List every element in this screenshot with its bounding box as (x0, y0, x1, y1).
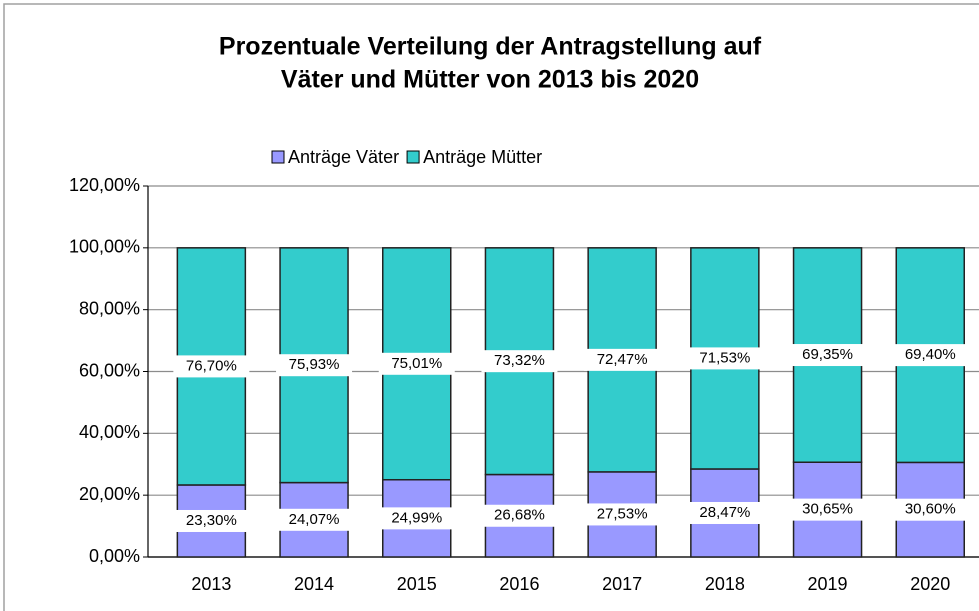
legend-swatch (406, 150, 420, 164)
y-tick-label: 100,00% (69, 237, 140, 257)
data-label-bg (789, 498, 866, 521)
data-label: 69,35% (802, 346, 853, 363)
chart-title: Väter und Mütter von 2013 bis 2020 (281, 66, 699, 94)
data-label-bg (173, 355, 250, 378)
y-tick-label: 120,00% (69, 175, 140, 195)
data-label-bg (378, 507, 455, 530)
data-label-bg (686, 347, 763, 370)
data-label: 28,47% (699, 504, 750, 521)
data-label-bg (481, 504, 558, 527)
data-label-bg (276, 354, 353, 377)
data-label-bg (378, 352, 455, 375)
data-label-bg (173, 509, 250, 532)
chart-title: Prozentuale Verteilung der Antragstellun… (219, 33, 762, 61)
data-label: 24,07% (289, 511, 340, 528)
x-tick-label: 2020 (910, 574, 950, 594)
data-label-bg (686, 501, 763, 524)
data-label-bg (584, 348, 661, 371)
x-tick-label: 2019 (808, 574, 848, 594)
y-tick-label: 0,00% (89, 546, 140, 566)
data-label: 76,70% (186, 357, 237, 374)
data-label: 26,68% (494, 507, 545, 524)
data-label-bg (276, 508, 353, 531)
data-label: 72,47% (597, 351, 648, 368)
x-tick-label: 2015 (397, 574, 437, 594)
legend-swatch (271, 150, 285, 164)
data-label-bg (584, 503, 661, 526)
x-tick-label: 2017 (602, 574, 642, 594)
data-label: 75,01% (391, 355, 442, 372)
data-label: 30,65% (802, 501, 853, 518)
y-tick-label: 80,00% (79, 298, 140, 318)
data-label: 24,99% (391, 509, 442, 526)
data-label-bg (789, 344, 866, 367)
data-label: 75,93% (289, 356, 340, 373)
data-label-bg (892, 344, 969, 367)
x-tick-label: 2013 (191, 574, 231, 594)
data-label: 30,60% (905, 501, 956, 518)
data-label: 27,53% (597, 505, 648, 522)
data-label: 23,30% (186, 512, 237, 529)
y-tick-label: 60,00% (79, 360, 140, 380)
data-label: 69,40% (905, 346, 956, 363)
y-tick-label: 20,00% (79, 484, 140, 504)
data-label: 71,53% (699, 349, 750, 366)
x-tick-label: 2016 (499, 574, 539, 594)
data-label: 73,32% (494, 352, 545, 369)
data-label-bg (892, 498, 969, 521)
data-label-bg (481, 350, 558, 373)
legend-label: Anträge Väter (288, 147, 399, 167)
y-tick-label: 40,00% (79, 422, 140, 442)
x-tick-label: 2014 (294, 574, 334, 594)
legend-label: Anträge Mütter (423, 147, 542, 167)
x-tick-label: 2018 (705, 574, 745, 594)
